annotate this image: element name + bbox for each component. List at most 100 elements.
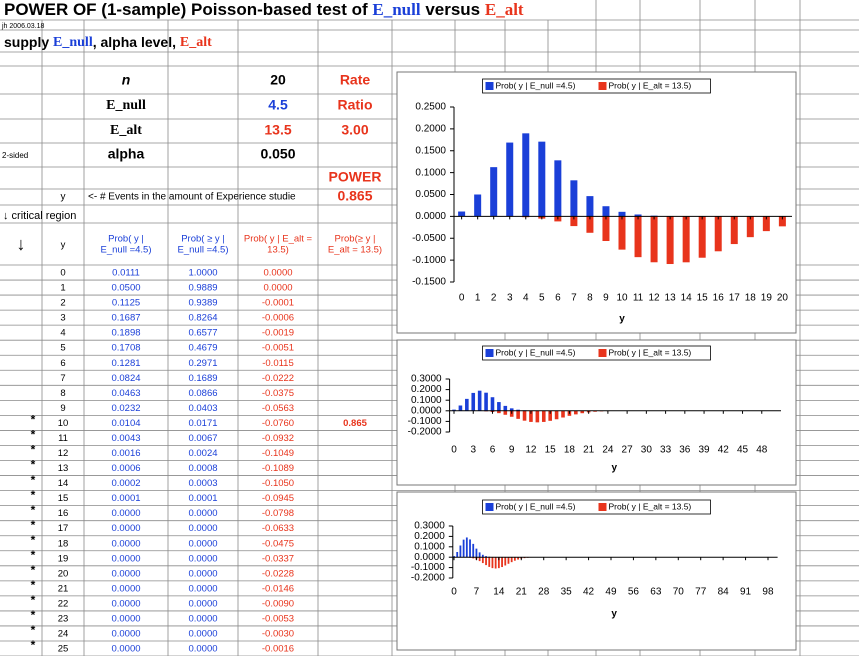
chart-frame (396, 339, 797, 486)
bar (484, 392, 488, 411)
bar (554, 410, 559, 420)
x-tick-label: 20 (777, 293, 789, 304)
cell-p-null: 0.0500 (111, 283, 140, 294)
x-tick-label: 56 (628, 587, 640, 598)
title-enull: E_null (372, 0, 420, 19)
cell-y: 12 (58, 448, 69, 459)
cell-p-ge: 0.0866 (188, 388, 217, 399)
cell-p-ge: 0.0000 (188, 598, 217, 609)
cell-y: 0 (60, 268, 65, 279)
cell-p-alt: -0.0337 (262, 553, 294, 564)
bar (682, 216, 690, 263)
bar (465, 398, 469, 411)
critical-mark: * (31, 473, 36, 487)
cell-y: 10 (58, 418, 69, 429)
critical-mark: * (31, 623, 36, 637)
cell-p-null: 0.0232 (111, 403, 140, 414)
bar (494, 557, 497, 569)
x-tick-label: 35 (561, 587, 573, 598)
bar (586, 216, 594, 233)
cell-p-ge: 0.8264 (188, 313, 217, 324)
title-text: POWER OF (1-sample) Poisson-based test o… (4, 0, 372, 19)
cell-p-ge: 0.0067 (188, 433, 217, 444)
x-tick-label: 1 (475, 293, 481, 304)
x-tick-label: 0 (459, 293, 465, 304)
cell-p-ge: 0.4679 (188, 343, 217, 354)
cell-p-ge: 0.0000 (188, 613, 217, 624)
legend-swatch (598, 82, 607, 90)
x-tick-label: 4 (523, 293, 529, 304)
bar (490, 167, 498, 217)
x-tick-label: 5 (539, 293, 545, 304)
cell-p-null: 0.0006 (111, 463, 140, 474)
critical-mark: * (31, 413, 36, 427)
x-tick-label: 3 (470, 445, 476, 456)
bar (602, 206, 610, 217)
bar (570, 180, 578, 217)
supply-text: supply (4, 34, 53, 50)
x-tick-label: 98 (762, 587, 774, 598)
critical-mark: * (31, 593, 36, 607)
x-tick-label: 12 (649, 293, 661, 304)
x-axis-title: y (611, 609, 617, 620)
critical-mark: * (31, 458, 36, 472)
x-tick-label: 77 (695, 587, 707, 598)
cell-p-ge: 0.0000 (188, 553, 217, 564)
bar (714, 216, 722, 252)
cell-p-alt: -0.0006 (262, 313, 294, 324)
bar (535, 410, 540, 423)
cell-p-null: 0.0000 (111, 523, 140, 534)
x-tick-label: 6 (490, 445, 496, 456)
cell-y: 3 (60, 313, 65, 324)
bar (778, 216, 786, 227)
cell-p-ge: 0.0000 (188, 523, 217, 534)
x-tick-label: 84 (718, 587, 730, 598)
x-tick-label: 42 (583, 587, 595, 598)
bar (522, 133, 530, 217)
cell-p-ge: 0.0403 (188, 403, 217, 414)
cell-y: 7 (60, 373, 65, 384)
critical-mark: * (31, 533, 36, 547)
x-tick-label: 3 (507, 293, 513, 304)
y-tick-label: -0.2000 (411, 573, 445, 584)
cell-p-ge: 0.0003 (188, 478, 217, 489)
column-header: Prob(≥ y | (335, 234, 376, 245)
bar (746, 216, 754, 238)
cell-p-null: 0.0002 (111, 478, 140, 489)
events-note: <- # Events in the amount of Experience … (88, 192, 296, 203)
cell-y: 20 (58, 568, 69, 579)
title-text: versus (421, 0, 485, 19)
cell-p-alt: -0.0375 (262, 388, 294, 399)
x-tick-label: 2 (491, 293, 497, 304)
bar (554, 160, 562, 217)
cell-p-alt: -0.0222 (262, 373, 294, 384)
bar (634, 214, 642, 217)
critical-mark: * (31, 428, 36, 442)
cell-p-null: 0.0001 (111, 493, 140, 504)
column-header: E_null =4.5) (178, 245, 229, 256)
bar (586, 196, 594, 217)
param-value: 13.5 (264, 122, 291, 138)
x-tick-label: 18 (745, 293, 757, 304)
x-tick-label: 9 (603, 293, 609, 304)
bar (481, 554, 484, 558)
cell-p-null: 0.0000 (111, 508, 140, 519)
cell-p-alt: -0.0016 (262, 644, 294, 655)
x-axis-title: y (619, 314, 625, 325)
bar (456, 552, 459, 558)
y-tick-label: -0.1000 (411, 562, 445, 573)
power-label: POWER (329, 169, 382, 185)
cell-power: 0.865 (343, 418, 367, 429)
legend-swatch (485, 349, 494, 357)
cell-p-alt: -0.0115 (262, 358, 294, 369)
bar (634, 216, 642, 258)
sheet-title: POWER OF (1-sample) Poisson-based test o… (4, 0, 524, 19)
x-tick-label: 14 (493, 587, 505, 598)
supply-ealt: E_alt (180, 35, 212, 50)
cell-y: 11 (58, 433, 68, 444)
param-note: Rate (340, 72, 371, 88)
y-tick-label: 0.1000 (415, 167, 446, 178)
bar (501, 557, 503, 568)
param-value: 0.050 (260, 146, 295, 162)
